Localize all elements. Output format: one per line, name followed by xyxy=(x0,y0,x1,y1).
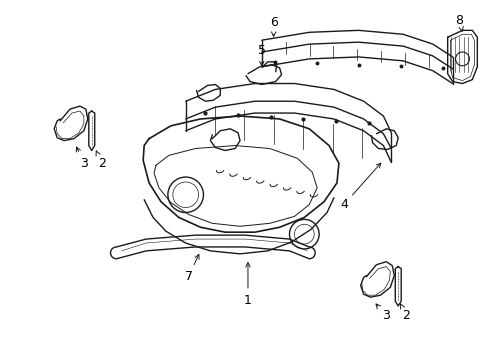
Text: 8: 8 xyxy=(455,14,463,31)
Text: 3: 3 xyxy=(375,304,389,322)
Text: 2: 2 xyxy=(400,304,409,322)
Text: 5: 5 xyxy=(257,44,265,66)
Text: 6: 6 xyxy=(269,16,277,36)
Text: 3: 3 xyxy=(76,147,88,170)
Text: 7: 7 xyxy=(184,255,199,283)
Text: 2: 2 xyxy=(96,151,105,170)
Text: 4: 4 xyxy=(339,163,380,211)
Text: 1: 1 xyxy=(244,263,251,307)
